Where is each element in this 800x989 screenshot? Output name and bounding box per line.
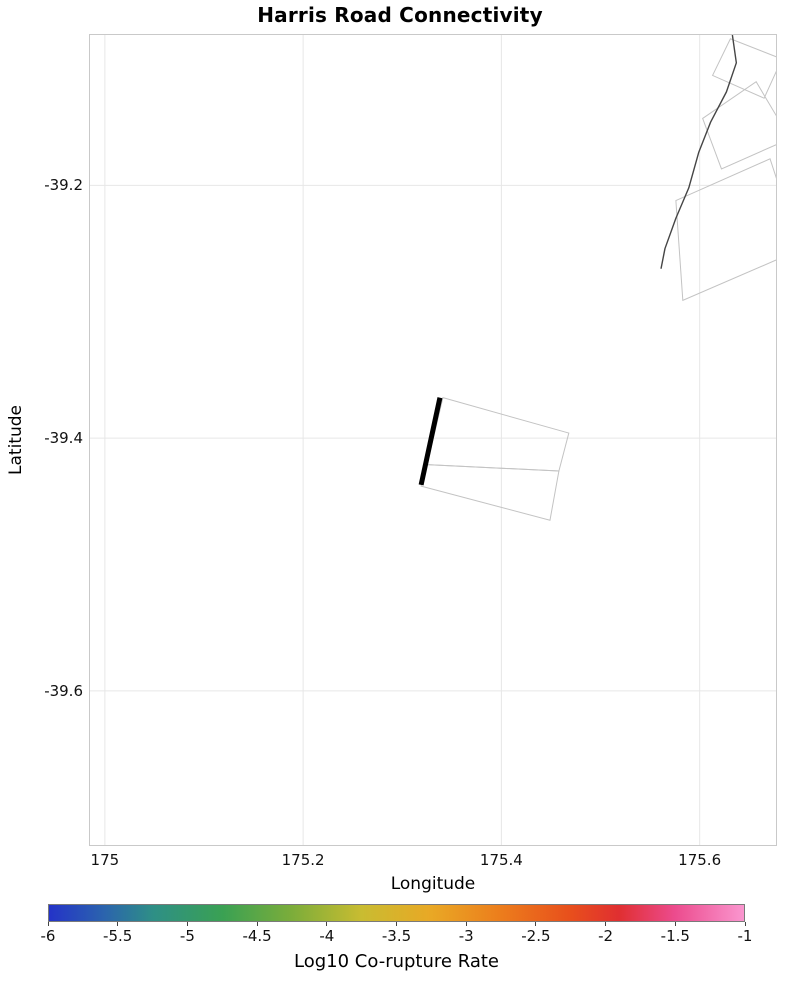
- chart-title: Harris Road Connectivity: [257, 3, 543, 27]
- colorbar-tick-label: -3: [458, 927, 474, 945]
- colorbar-tick-label: -2: [598, 927, 614, 945]
- colorbar-tick-label: -1: [737, 927, 753, 945]
- fault-outline-polygon: [426, 397, 570, 472]
- y-tick-label: -39.4: [44, 429, 83, 448]
- colorbar-tick-label: -5.5: [103, 927, 133, 945]
- colorbar-tick-mark: [605, 922, 607, 926]
- plot-area: [89, 34, 777, 846]
- colorbar-tick-label: -4: [319, 927, 335, 945]
- x-tick-label: 175.6: [678, 851, 722, 869]
- colorbar-tick-mark: [465, 922, 467, 926]
- map-plot: [90, 35, 776, 845]
- fault-outline-polygon: [420, 464, 560, 521]
- secondary-fault-trace: [660, 35, 738, 269]
- highlighted-fault-trace: [418, 397, 443, 486]
- y-tick-label: -39.6: [44, 681, 83, 700]
- x-tick-label: 175.4: [479, 851, 523, 869]
- colorbar-tick-mark: [744, 922, 746, 926]
- x-tick-label: 175.2: [281, 851, 325, 869]
- fault-outline-polygon: [675, 158, 776, 302]
- x-tick-label: 175: [90, 851, 120, 869]
- colorbar-tick-label: -3.5: [381, 927, 412, 945]
- colorbar-tick-label: -2.5: [521, 927, 551, 945]
- colorbar-tick-mark: [117, 922, 119, 926]
- colorbar-label: Log10 Co-rupture Rate: [294, 951, 499, 972]
- colorbar-tick-mark: [674, 922, 676, 926]
- colorbar-tick-mark: [256, 922, 258, 926]
- x-axis-label: Longitude: [390, 874, 476, 894]
- y-tick-label: -39.2: [44, 176, 83, 195]
- fault-outline-polygon: [702, 81, 776, 170]
- colorbar-tick-mark: [47, 922, 49, 926]
- fault-outline-polygon: [711, 38, 776, 99]
- colorbar-tick-label: -5: [179, 927, 195, 945]
- colorbar-tick-mark: [186, 922, 188, 926]
- colorbar-tick-label: -4.5: [242, 927, 272, 945]
- colorbar-gradient: [48, 904, 745, 922]
- colorbar-tick-label: -6: [40, 927, 56, 945]
- colorbar-tick-mark: [535, 922, 537, 926]
- colorbar-tick-mark: [396, 922, 397, 926]
- colorbar-tick-label: -1.5: [660, 927, 690, 945]
- colorbar-tick-mark: [326, 922, 328, 926]
